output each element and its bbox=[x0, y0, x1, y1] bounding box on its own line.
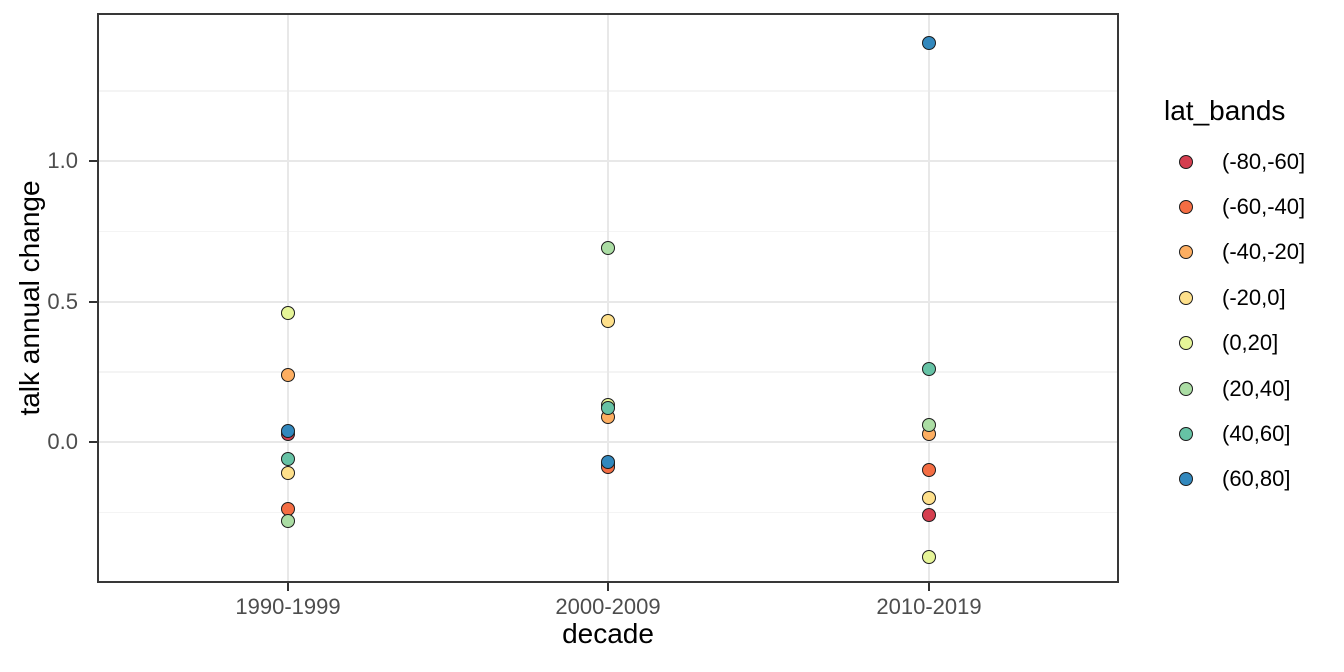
legend-swatch bbox=[1179, 336, 1193, 351]
gridline-major-x bbox=[928, 15, 930, 581]
legend-label: (20,40] bbox=[1222, 375, 1291, 401]
y-axis-title: talk annual change bbox=[14, 180, 45, 416]
x-tick-label: 2000-2009 bbox=[555, 594, 661, 619]
legend-item: (60,80] bbox=[1160, 466, 1344, 492]
data-point bbox=[281, 367, 295, 382]
plot-panel bbox=[97, 13, 1119, 583]
legend-label: (-40,-20] bbox=[1222, 239, 1306, 265]
y-tick-mark bbox=[89, 160, 97, 162]
data-point bbox=[922, 491, 936, 506]
legend-swatch bbox=[1179, 199, 1193, 214]
data-point bbox=[922, 361, 936, 376]
legend-label: (60,80] bbox=[1222, 466, 1291, 492]
gridline-major-x bbox=[287, 15, 289, 581]
legend-swatch bbox=[1179, 381, 1193, 396]
y-tick-label: 0.5 bbox=[47, 288, 78, 314]
legend-swatch bbox=[1179, 426, 1193, 441]
legend-item: (20,40] bbox=[1160, 376, 1344, 402]
legend-title: lat_bands bbox=[1164, 95, 1286, 126]
legend-label: (-60,-40] bbox=[1222, 193, 1306, 219]
legend-label: (-80,-60] bbox=[1222, 148, 1306, 174]
legend-label: (40,60] bbox=[1222, 420, 1291, 446]
legend: lat_bands (-80,-60] (-60,-40] (-40,-20] (-2… bbox=[1160, 95, 1344, 515]
legend-item: (-20,0] bbox=[1160, 285, 1344, 311]
y-tick-label: 1.0 bbox=[47, 148, 78, 173]
legend-swatch bbox=[1179, 154, 1193, 169]
legend-item: (40,60] bbox=[1160, 421, 1344, 447]
legend-swatch bbox=[1179, 290, 1193, 305]
data-point bbox=[922, 35, 936, 50]
x-tick-mark bbox=[928, 583, 930, 591]
legend-item: (-60,-40] bbox=[1160, 194, 1344, 220]
data-point bbox=[922, 418, 936, 433]
data-point bbox=[922, 463, 936, 478]
legend-label: (0,20] bbox=[1222, 330, 1279, 356]
x-tick-label: 2010-2019 bbox=[876, 594, 982, 619]
data-point bbox=[281, 451, 295, 466]
legend-swatch bbox=[1179, 472, 1193, 487]
data-point bbox=[922, 508, 936, 523]
data-point bbox=[281, 513, 295, 528]
data-point bbox=[601, 401, 615, 416]
legend-swatch bbox=[1179, 245, 1193, 260]
data-point bbox=[281, 465, 295, 480]
y-tick-mark bbox=[89, 300, 97, 303]
data-point bbox=[281, 423, 295, 438]
x-tick-label: 1990-1999 bbox=[235, 594, 341, 619]
data-point bbox=[281, 305, 295, 320]
legend-item: (0,20] bbox=[1160, 330, 1344, 356]
data-point bbox=[601, 454, 615, 469]
legend-label: (-20,0] bbox=[1222, 284, 1286, 310]
y-tick-mark bbox=[89, 441, 97, 443]
legend-item: (-40,-20] bbox=[1160, 239, 1344, 265]
x-axis-title: decade bbox=[562, 618, 654, 649]
data-point bbox=[922, 550, 936, 565]
data-point bbox=[601, 241, 615, 256]
data-point bbox=[601, 314, 615, 329]
gridline-major-x bbox=[607, 15, 609, 581]
legend-item: (-80,-60] bbox=[1160, 149, 1344, 175]
y-tick-label: 0.0 bbox=[47, 429, 78, 454]
x-tick-mark bbox=[607, 583, 609, 591]
x-tick-mark bbox=[287, 583, 289, 591]
